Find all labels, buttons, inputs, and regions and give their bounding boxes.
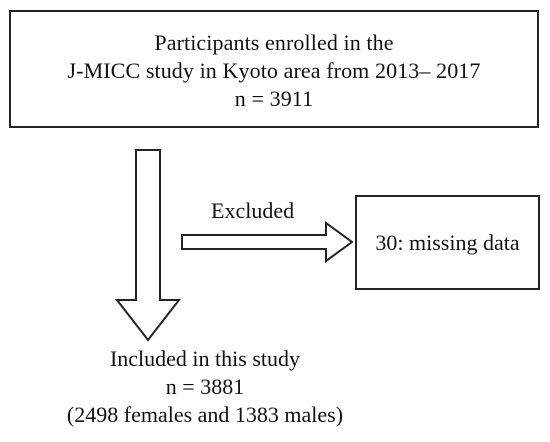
enrolled-line-1: Participants enrolled in the: [154, 30, 394, 55]
included-count: n = 3881: [165, 374, 245, 399]
right-arrow: [181, 221, 354, 263]
enrolled-text: Participants enrolled in the J-MICC stud…: [11, 29, 537, 113]
excluded-reason: 30: missing data: [375, 229, 520, 255]
down-arrow: [114, 149, 182, 342]
included-breakdown: (2498 females and 1383 males): [66, 402, 344, 427]
excluded-box: 30: missing data: [355, 195, 540, 290]
excluded-label: Excluded: [211, 198, 295, 223]
included-text: Included in this study n = 3881 (2498 fe…: [0, 345, 410, 429]
enrolled-line-2: J-MICC study in Kyoto area from 2013– 20…: [67, 58, 481, 83]
enrolled-box: Participants enrolled in the J-MICC stud…: [9, 10, 539, 128]
included-line-1: Included in this study: [109, 346, 301, 371]
enrolled-count: n = 3911: [234, 86, 314, 111]
